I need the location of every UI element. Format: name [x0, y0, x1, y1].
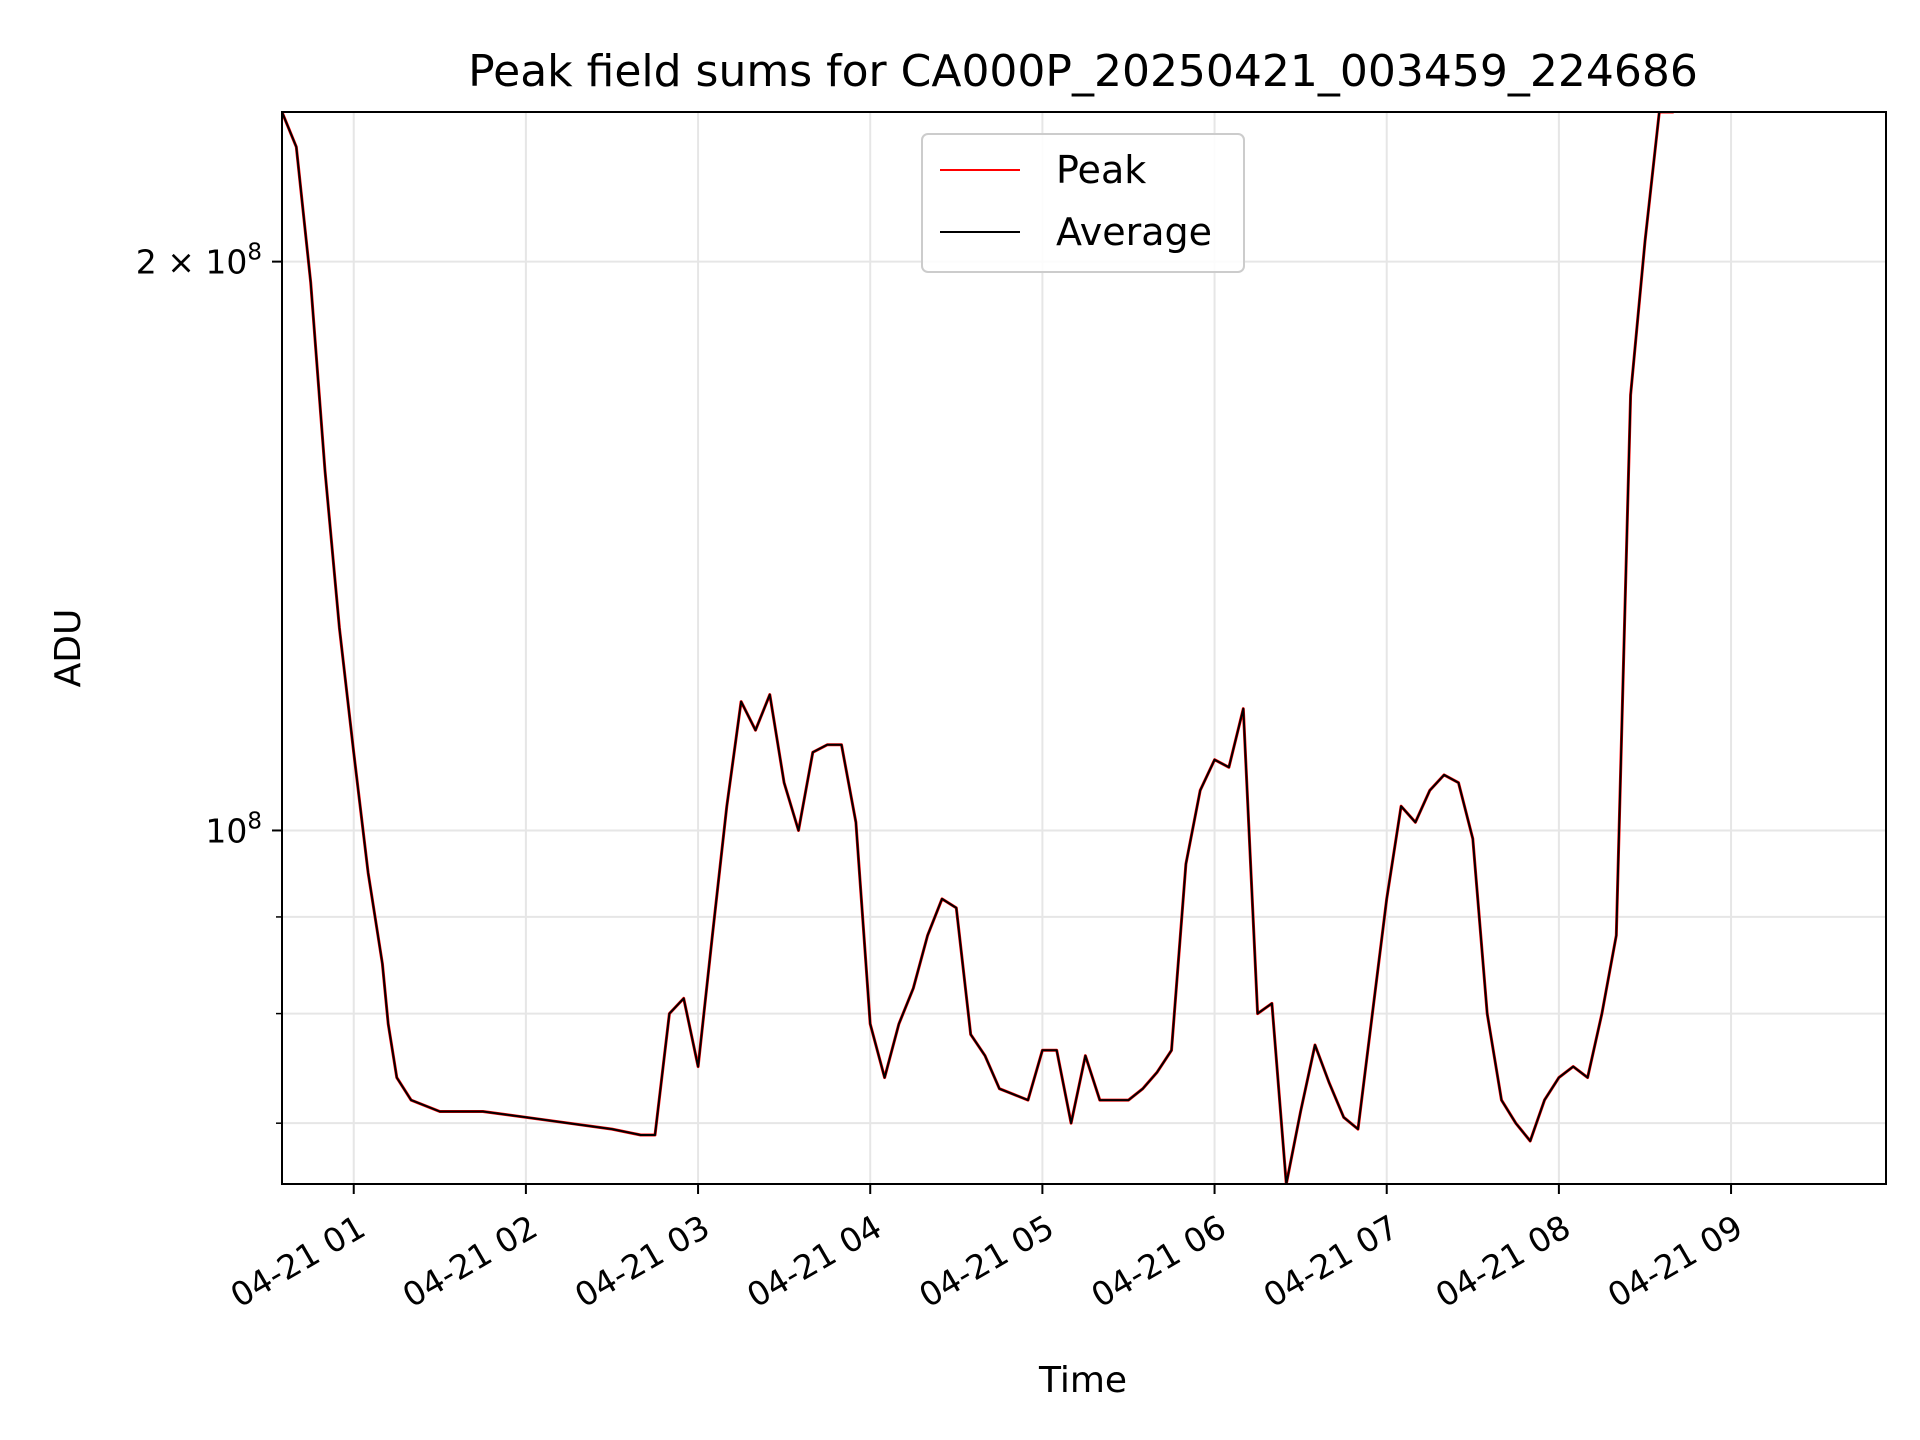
y-tick-base: 10	[205, 811, 247, 850]
series-clip	[282, 112, 1674, 1184]
y-tick-label: 108	[205, 808, 262, 850]
series-group	[282, 112, 1674, 1184]
plot-frame	[281, 111, 1887, 1185]
legend: Peak Average	[921, 133, 1245, 273]
series-line-average	[282, 112, 1674, 1184]
y-tick-base: 10	[205, 243, 247, 282]
y-tick-label: 2 × 108	[136, 240, 262, 282]
y-tick-exponent: 8	[247, 240, 262, 266]
y-axis-label: ADU	[48, 609, 89, 688]
legend-frame	[921, 133, 1245, 273]
grid	[282, 112, 1886, 1184]
y-tick-coefficient: 2	[136, 243, 168, 282]
y-tick-exponent: 8	[247, 808, 262, 834]
chart-title: Peak field sums for CA000P_20250421_0034…	[468, 46, 1698, 97]
x-axis-label: Time	[1038, 1360, 1127, 1401]
y-tick-times: ×	[167, 243, 205, 282]
legend-label-average: Average	[1056, 210, 1212, 254]
legend-label-peak: Peak	[1056, 148, 1146, 192]
